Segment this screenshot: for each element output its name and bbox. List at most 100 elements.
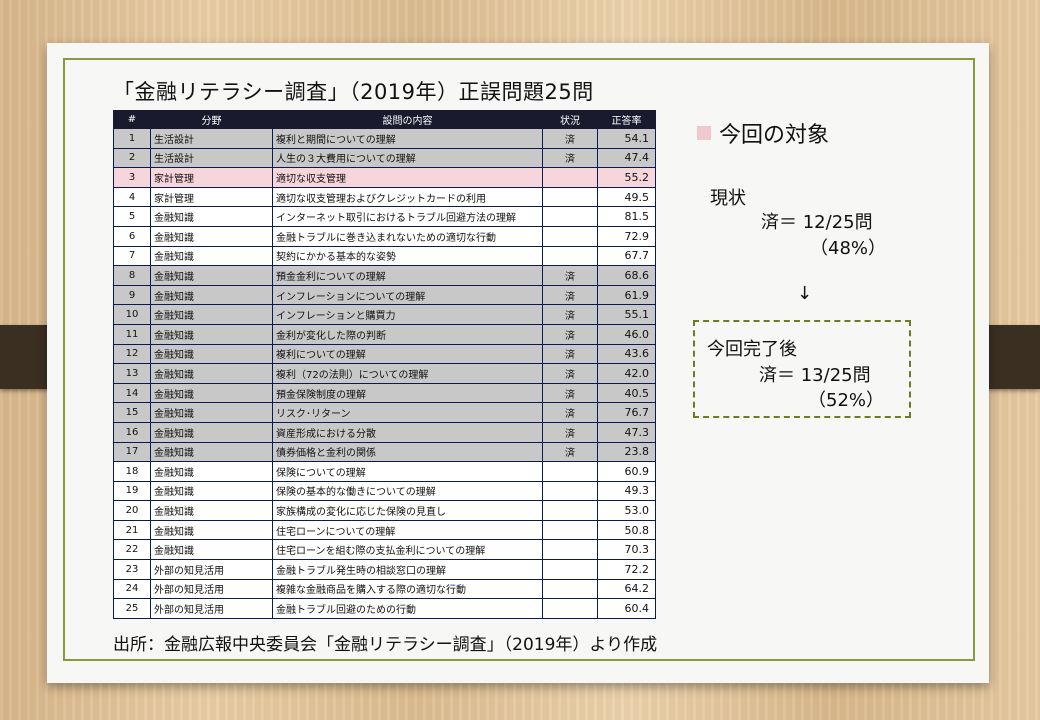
row-content: 保険についての理解 [272, 461, 543, 482]
table-row: 3 家計管理 適切な収支管理 55.2 [113, 167, 656, 188]
table-row: 6 金融知識 金融トラブルに巻き込まれないための適切な行動 72.9 [113, 225, 656, 247]
row-field: 金融知識 [150, 206, 273, 227]
row-rate: 67.7 [597, 245, 656, 267]
row-field: 生活設計 [150, 128, 273, 149]
current-value: 済＝ 12/25問 [761, 212, 873, 233]
row-field: 金融知識 [150, 323, 273, 345]
slide-title: 「金融リテラシー調査」（2019年）正誤問題25問 [113, 80, 594, 104]
row-content: 保険の基本的な働きについての理解 [272, 480, 543, 502]
row-field: 金融知識 [150, 539, 273, 561]
row-number: 5 [113, 206, 151, 227]
row-field: 金融知識 [150, 441, 273, 463]
row-number: 16 [113, 421, 151, 443]
row-rate: 50.8 [597, 519, 656, 541]
row-field: 金融知識 [150, 304, 273, 325]
row-field: 金融知識 [150, 382, 273, 404]
row-content: インフレーションと購買力 [272, 304, 543, 325]
row-status: 済 [542, 284, 598, 306]
row-rate: 72.9 [597, 225, 656, 247]
row-content: 適切な収支管理およびクレジットカードの利用 [272, 186, 543, 208]
header-content: 設問の内容 [272, 110, 543, 129]
row-field: 金融知識 [150, 245, 273, 267]
table-row: 8 金融知識 預金金利についての理解済 68.6 [113, 265, 656, 286]
pink-square-icon [697, 126, 711, 140]
row-rate: 53.0 [597, 500, 656, 521]
row-content: 債券価格と金利の関係 [272, 441, 543, 463]
table-row: 25 外部の知見活用 金融トラブル回避のための行動 60.4 [113, 598, 656, 619]
current-label: 現状 [710, 188, 746, 209]
table-row: 9 金融知識 インフレーションについての理解済 61.9 [113, 284, 656, 306]
row-field: 金融知識 [150, 461, 273, 482]
row-status [542, 519, 598, 541]
row-content: 資産形成における分散 [272, 421, 543, 443]
row-number: 23 [113, 559, 151, 580]
row-number: 11 [113, 323, 151, 345]
row-status [542, 245, 598, 267]
row-status: 済 [542, 147, 598, 169]
row-status [542, 500, 598, 521]
header-status: 状況 [542, 110, 598, 129]
table-row: 2 生活設計 人生の３大費用についての理解済 47.4 [113, 147, 656, 169]
row-rate: 46.0 [597, 323, 656, 345]
row-status [542, 186, 598, 208]
header-number: # [113, 110, 151, 129]
row-status: 済 [542, 441, 598, 463]
source-note: 出所：金融広報中央委員会「金融リテラシー調査」（2019年）より作成 [113, 635, 658, 655]
table-row: 4 家計管理 適切な収支管理およびクレジットカードの利用 49.5 [113, 186, 656, 208]
table-row: 18 金融知識 保険についての理解 60.9 [113, 461, 656, 482]
row-rate: 40.5 [597, 382, 656, 404]
row-status: 済 [542, 323, 598, 345]
row-rate: 47.4 [597, 147, 656, 169]
table-row: 10 金融知識 インフレーションと購買力済 55.1 [113, 304, 656, 325]
row-content: 複利（72の法則）についての理解 [272, 363, 543, 384]
row-status: 済 [542, 265, 598, 286]
row-status: 済 [542, 128, 598, 149]
row-field: 金融知識 [150, 363, 273, 384]
row-field: 金融知識 [150, 421, 273, 443]
target-heading-text: 今回の対象 [719, 123, 830, 148]
after-completion-box [693, 320, 911, 418]
row-rate: 43.6 [597, 343, 656, 365]
row-content: 住宅ローンを組む際の支払金利についての理解 [272, 539, 543, 561]
row-status: 済 [542, 382, 598, 404]
row-rate: 64.2 [597, 578, 656, 600]
row-number: 21 [113, 519, 151, 541]
row-field: 金融知識 [150, 265, 273, 286]
row-status: 済 [542, 363, 598, 384]
row-field: 金融知識 [150, 225, 273, 247]
table-row: 24 外部の知見活用 複雑な金融商品を購入する際の適切な行動 64.2 [113, 578, 656, 600]
row-rate: 72.2 [597, 559, 656, 580]
row-field: 家計管理 [150, 167, 273, 188]
row-field: 金融知識 [150, 519, 273, 541]
row-number: 2 [113, 147, 151, 169]
header-rate: 正答率 [597, 110, 656, 129]
row-number: 3 [113, 167, 151, 188]
row-number: 22 [113, 539, 151, 561]
row-number: 24 [113, 578, 151, 600]
table-row: 16 金融知識 資産形成における分散済 47.3 [113, 421, 656, 443]
row-number: 20 [113, 500, 151, 521]
table-row: 19 金融知識 保険の基本的な働きについての理解 49.3 [113, 480, 656, 502]
row-content: 金融トラブル発生時の相談窓口の理解 [272, 559, 543, 580]
after-value: 済＝ 13/25問 [759, 365, 871, 386]
row-rate: 54.1 [597, 128, 656, 149]
survey-table: # 分野 設問の内容 状況 正答率 1 生活設計 複利と期間についての理解済 54.1… [113, 110, 656, 619]
row-status [542, 578, 598, 600]
header-field: 分野 [150, 110, 273, 129]
row-content: 預金保険制度の理解 [272, 382, 543, 404]
row-number: 4 [113, 186, 151, 208]
row-rate: 60.4 [597, 598, 656, 619]
target-heading: 今回の対象 [697, 117, 829, 149]
row-content: 預金金利についての理解 [272, 265, 543, 286]
table-row: 1 生活設計 複利と期間についての理解済 54.1 [113, 128, 656, 149]
table-header-row: # 分野 設問の内容 状況 正答率 [113, 110, 656, 129]
row-content: インターネット取引におけるトラブル回避方法の理解 [272, 206, 543, 227]
table-row: 13 金融知識 複利（72の法則）についての理解済 42.0 [113, 363, 656, 384]
row-rate: 49.3 [597, 480, 656, 502]
row-content: 複利についての理解 [272, 343, 543, 365]
row-rate: 60.9 [597, 461, 656, 482]
row-status [542, 206, 598, 227]
table-row: 21 金融知識 住宅ローンについての理解 50.8 [113, 519, 656, 541]
row-status [542, 461, 598, 482]
row-number: 13 [113, 363, 151, 384]
